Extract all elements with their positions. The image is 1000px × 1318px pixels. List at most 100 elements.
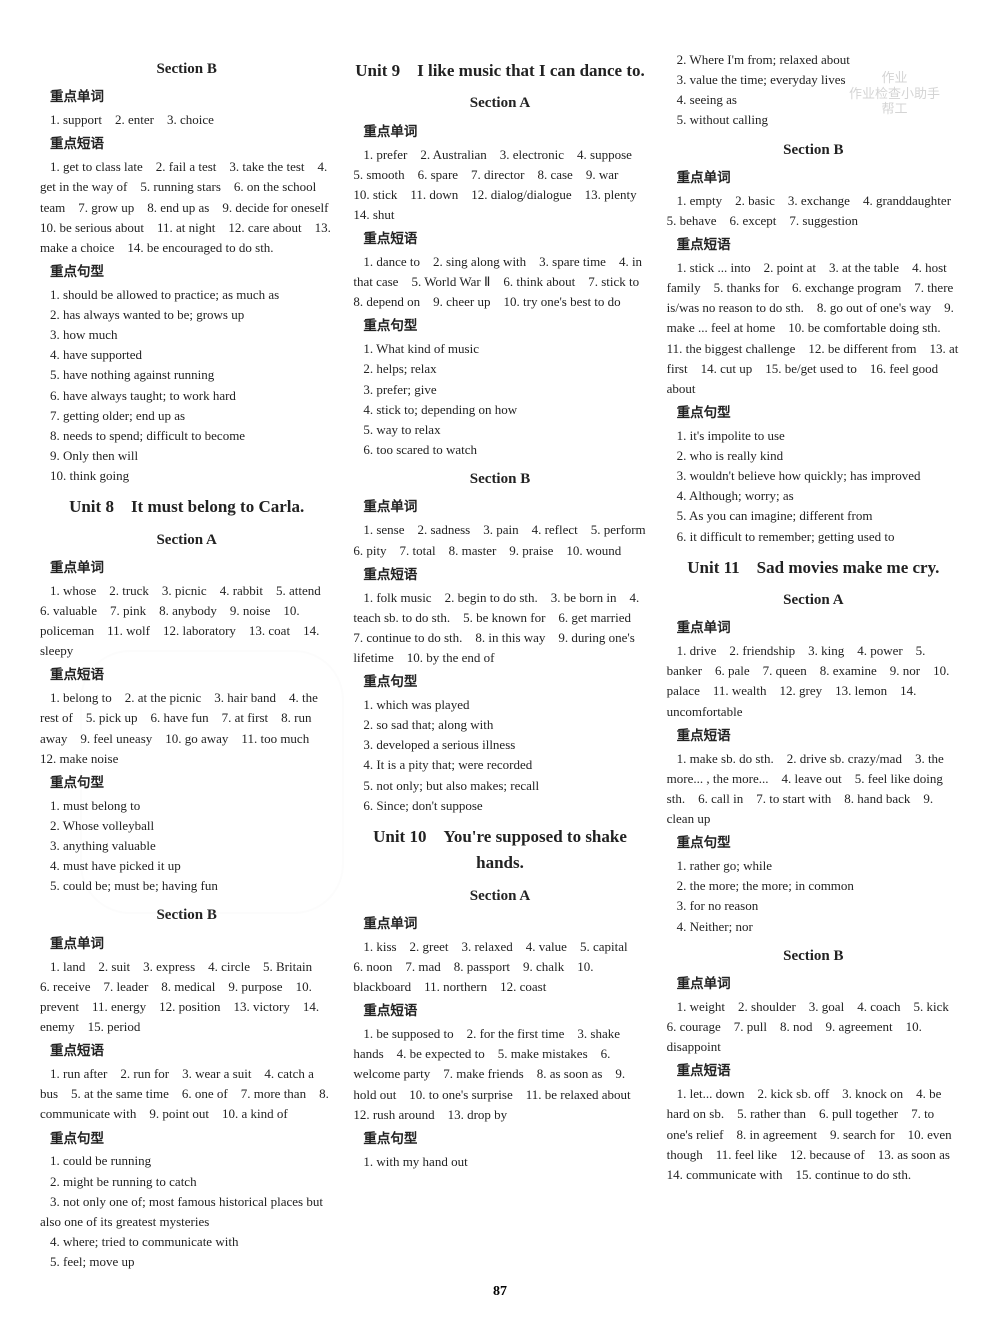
u8-heading-juxing: 重点句型 xyxy=(40,773,333,794)
u10-sb-duanyu: 1. stick ... into 2. point at 3. at the … xyxy=(667,258,960,399)
u8-sb-juxing-4: 4. where; tried to communicate with xyxy=(40,1232,333,1252)
u8-sb-juxing-3: 3. not only one of; most famous historic… xyxy=(40,1192,333,1232)
sb-juxing-9: 9. Only then will xyxy=(40,446,333,466)
u9-section-b-title: Section B xyxy=(353,468,646,491)
u10-sa-duanyu: 1. be supposed to 2. for the first time … xyxy=(353,1024,646,1125)
page-number: 87 xyxy=(0,1284,1000,1300)
sb-juxing-4: 4. have supported xyxy=(40,345,333,365)
u10-sa-juxing-2: 2. Where I'm from; relaxed about xyxy=(667,50,960,70)
u8-sb-heading-duanyu: 重点短语 xyxy=(40,1041,333,1062)
u10-sa-juxing-3: 3. value the time; everyday lives xyxy=(667,70,960,90)
u8-sa-juxing-2: 2. Whose volleyball xyxy=(40,816,333,836)
u9-sb-juxing-2: 2. so sad that; along with xyxy=(353,715,646,735)
sb-juxing-5: 5. have nothing against running xyxy=(40,365,333,385)
unit10-title: Unit 10 You're supposed to shake hands. xyxy=(353,824,646,877)
column-3: 2. Where I'm from; relaxed about 3. valu… xyxy=(667,50,960,1288)
u9-heading-juxing: 重点句型 xyxy=(353,316,646,337)
u8-sb-juxing-1: 1. could be running xyxy=(40,1151,333,1171)
u10-heading-duanyu: 重点短语 xyxy=(353,1001,646,1022)
u9-sa-juxing-2: 2. helps; relax xyxy=(353,359,646,379)
u10-sa-juxing-5: 5. without calling xyxy=(667,110,960,130)
u8-sa-juxing-5: 5. could be; must be; having fun xyxy=(40,876,333,896)
u8-section-a-title: Section A xyxy=(40,529,333,552)
u9-sb-juxing-6: 6. Since; don't suppose xyxy=(353,796,646,816)
u8-sb-heading-danci: 重点单词 xyxy=(40,934,333,955)
unit11-title: Unit 11 Sad movies make me cry. xyxy=(667,555,960,581)
u10-sa-danci: 1. kiss 2. greet 3. relaxed 4. value 5. … xyxy=(353,937,646,997)
sb-juxing-2: 2. has always wanted to be; grows up xyxy=(40,305,333,325)
u8-sa-duanyu: 1. belong to 2. at the picnic 3. hair ba… xyxy=(40,688,333,769)
u9-sa-danci: 1. prefer 2. Australian 3. electronic 4.… xyxy=(353,145,646,226)
u8-sa-juxing-4: 4. must have picked it up xyxy=(40,856,333,876)
u9-sb-juxing-3: 3. developed a serious illness xyxy=(353,735,646,755)
heading-danci: 重点单词 xyxy=(40,87,333,108)
u11-sb-danci: 1. weight 2. shoulder 3. goal 4. coach 5… xyxy=(667,997,960,1057)
u8-sb-juxing-5: 5. feel; move up xyxy=(40,1252,333,1272)
u9-sb-duanyu: 1. folk music 2. begin to do sth. 3. be … xyxy=(353,588,646,669)
column-2: Unit 9 I like music that I can dance to.… xyxy=(353,50,646,1288)
u11-heading-juxing: 重点句型 xyxy=(667,833,960,854)
u11-sb-heading-duanyu: 重点短语 xyxy=(667,1061,960,1082)
u9-sb-juxing-1: 1. which was played xyxy=(353,695,646,715)
u10-sb-juxing-4: 4. Although; worry; as xyxy=(667,486,960,506)
u8-sb-juxing-2: 2. might be running to catch xyxy=(40,1172,333,1192)
u9-sa-juxing-1: 1. What kind of music xyxy=(353,339,646,359)
u11-sa-juxing-3: 3. for no reason xyxy=(667,896,960,916)
u9-sb-heading-juxing: 重点句型 xyxy=(353,672,646,693)
u8-sb-danci: 1. land 2. suit 3. express 4. circle 5. … xyxy=(40,957,333,1038)
u9-sa-juxing-5: 5. way to relax xyxy=(353,420,646,440)
u10-sb-juxing-3: 3. wouldn't believe how quickly; has imp… xyxy=(667,466,960,486)
sb-danci: 1. support 2. enter 3. choice xyxy=(40,110,333,130)
u8-heading-duanyu: 重点短语 xyxy=(40,665,333,686)
u10-section-b-title: Section B xyxy=(667,139,960,162)
page: 作业 作业检查小助手 帮工 Section B 重点单词 1. support … xyxy=(0,0,1000,1318)
u11-heading-duanyu: 重点短语 xyxy=(667,726,960,747)
u8-sa-danci: 1. whose 2. truck 3. picnic 4. rabbit 5.… xyxy=(40,581,333,662)
u8-sb-duanyu: 1. run after 2. run for 3. wear a suit 4… xyxy=(40,1064,333,1124)
sb-juxing-7: 7. getting older; end up as xyxy=(40,406,333,426)
u10-sb-juxing-2: 2. who is really kind xyxy=(667,446,960,466)
columns: Section B 重点单词 1. support 2. enter 3. ch… xyxy=(40,50,960,1288)
sb-juxing-10: 10. think going xyxy=(40,466,333,486)
u11-sb-heading-danci: 重点单词 xyxy=(667,974,960,995)
sb-duanyu: 1. get to class late 2. fail a test 3. t… xyxy=(40,157,333,258)
u9-sb-danci: 1. sense 2. sadness 3. pain 4. reflect 5… xyxy=(353,520,646,560)
u11-section-a-title: Section A xyxy=(667,589,960,612)
u8-section-b-title: Section B xyxy=(40,904,333,927)
u11-sa-juxing-1: 1. rather go; while xyxy=(667,856,960,876)
u10-sb-danci: 1. empty 2. basic 3. exchange 4. grandda… xyxy=(667,191,960,231)
u11-sa-juxing-2: 2. the more; the more; in common xyxy=(667,876,960,896)
u11-heading-danci: 重点单词 xyxy=(667,618,960,639)
u10-sa-juxing-1: 1. with my hand out xyxy=(353,1152,646,1172)
u9-heading-duanyu: 重点短语 xyxy=(353,229,646,250)
u11-sa-juxing-4: 4. Neither; nor xyxy=(667,917,960,937)
u8-heading-danci: 重点单词 xyxy=(40,558,333,579)
u9-sb-juxing-5: 5. not only; but also makes; recall xyxy=(353,776,646,796)
u10-heading-danci: 重点单词 xyxy=(353,914,646,935)
sb-juxing-8: 8. needs to spend; difficult to become xyxy=(40,426,333,446)
u9-sb-heading-danci: 重点单词 xyxy=(353,497,646,518)
u11-sa-danci: 1. drive 2. friendship 3. king 4. power … xyxy=(667,641,960,722)
u10-section-a-title: Section A xyxy=(353,885,646,908)
u8-sa-juxing-1: 1. must belong to xyxy=(40,796,333,816)
u9-section-a-title: Section A xyxy=(353,92,646,115)
u10-sa-juxing-4: 4. seeing as xyxy=(667,90,960,110)
sb-juxing-1: 1. should be allowed to practice; as muc… xyxy=(40,285,333,305)
section-b-title: Section B xyxy=(40,58,333,81)
u9-sa-duanyu: 1. dance to 2. sing along with 3. spare … xyxy=(353,252,646,312)
u8-sb-heading-juxing: 重点句型 xyxy=(40,1129,333,1150)
u10-sb-heading-duanyu: 重点短语 xyxy=(667,235,960,256)
u9-heading-danci: 重点单词 xyxy=(353,122,646,143)
u8-sa-juxing-3: 3. anything valuable xyxy=(40,836,333,856)
sb-juxing-6: 6. have always taught; to work hard xyxy=(40,386,333,406)
u10-sb-juxing-1: 1. it's impolite to use xyxy=(667,426,960,446)
heading-juxing: 重点句型 xyxy=(40,262,333,283)
sb-juxing-3: 3. how much xyxy=(40,325,333,345)
unit9-title: Unit 9 I like music that I can dance to. xyxy=(353,58,646,84)
u11-section-b-title: Section B xyxy=(667,945,960,968)
u9-sa-juxing-6: 6. too scared to watch xyxy=(353,440,646,460)
heading-duanyu: 重点短语 xyxy=(40,134,333,155)
unit8-title: Unit 8 It must belong to Carla. xyxy=(40,494,333,520)
column-1: Section B 重点单词 1. support 2. enter 3. ch… xyxy=(40,50,333,1288)
u11-sb-duanyu: 1. let... down 2. kick sb. off 3. knock … xyxy=(667,1084,960,1185)
